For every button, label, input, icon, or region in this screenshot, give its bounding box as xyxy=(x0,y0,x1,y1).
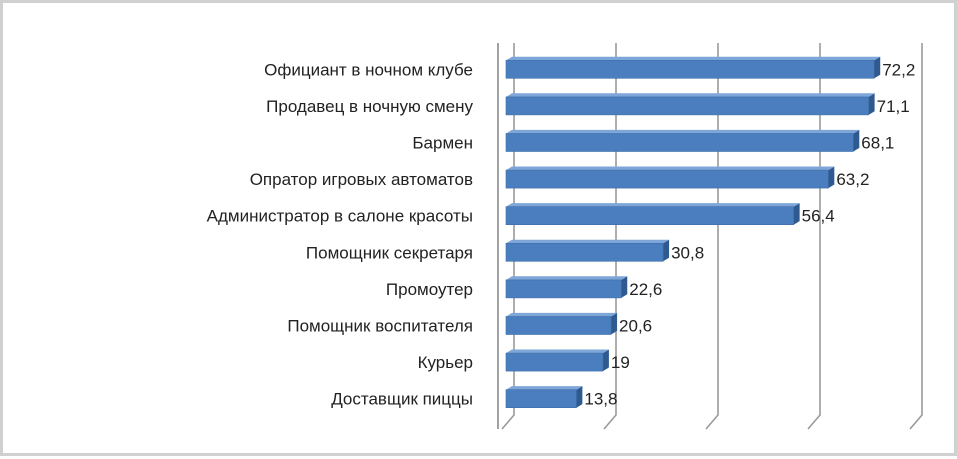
labels: Официант в ночном клубе 72,2 Продавец в но… xyxy=(207,60,916,408)
data-label: 68,1 xyxy=(861,134,894,153)
category-label: Помощник секретаря xyxy=(306,243,473,262)
data-label: 20,6 xyxy=(619,317,652,336)
bar-top xyxy=(506,56,881,61)
bar-side xyxy=(621,276,628,298)
category-label: Продавец в ночную смену xyxy=(266,97,473,116)
bar-chart: Официант в ночном клубе 72,2 Продавец в но… xyxy=(207,43,923,430)
bar-top xyxy=(506,349,609,354)
category-label: Опратор игровых автоматов xyxy=(250,170,473,189)
category-label: Помощник воспитателя xyxy=(287,317,473,336)
bar-side xyxy=(793,203,800,225)
category-label: Администратор в салоне красоты xyxy=(207,207,473,226)
bar xyxy=(505,389,577,409)
category-label: Доставщик пиццы xyxy=(331,390,473,409)
bar-side xyxy=(853,129,860,152)
bar-top xyxy=(506,93,875,97)
bar xyxy=(505,169,829,189)
bar xyxy=(505,316,612,335)
bar-side xyxy=(663,239,670,262)
bar-side xyxy=(868,93,875,115)
category-label: Бармен xyxy=(412,134,473,153)
bar-side xyxy=(828,166,835,189)
bar-top xyxy=(506,239,670,244)
bar xyxy=(505,279,622,299)
bar-top xyxy=(506,312,618,317)
bar-top xyxy=(506,166,835,171)
data-label: 56,4 xyxy=(802,207,835,226)
data-label: 63,2 xyxy=(836,170,869,189)
bar xyxy=(505,243,664,262)
bars xyxy=(505,56,881,409)
data-label: 71,1 xyxy=(877,97,910,116)
category-label: Промоутер xyxy=(386,280,473,299)
bar-side xyxy=(602,349,609,372)
bar-top xyxy=(506,276,628,280)
data-label: 19 xyxy=(611,353,630,372)
bar-top xyxy=(506,386,583,390)
bar xyxy=(505,96,869,116)
category-label: Официант в ночном клубе xyxy=(264,60,473,79)
data-label: 30,8 xyxy=(671,243,704,262)
data-label: 72,2 xyxy=(882,60,915,79)
bar-side xyxy=(576,386,583,408)
bar-side xyxy=(874,56,881,79)
bar xyxy=(505,352,604,372)
bar-side xyxy=(611,312,618,335)
bar-top xyxy=(506,203,800,207)
bar xyxy=(505,59,875,79)
bar xyxy=(505,206,794,225)
category-label: Курьер xyxy=(418,353,473,372)
data-label: 13,8 xyxy=(584,390,617,409)
bar-top xyxy=(506,129,860,134)
bar xyxy=(505,133,854,152)
data-label: 22,6 xyxy=(629,280,662,299)
gridline xyxy=(909,43,923,430)
